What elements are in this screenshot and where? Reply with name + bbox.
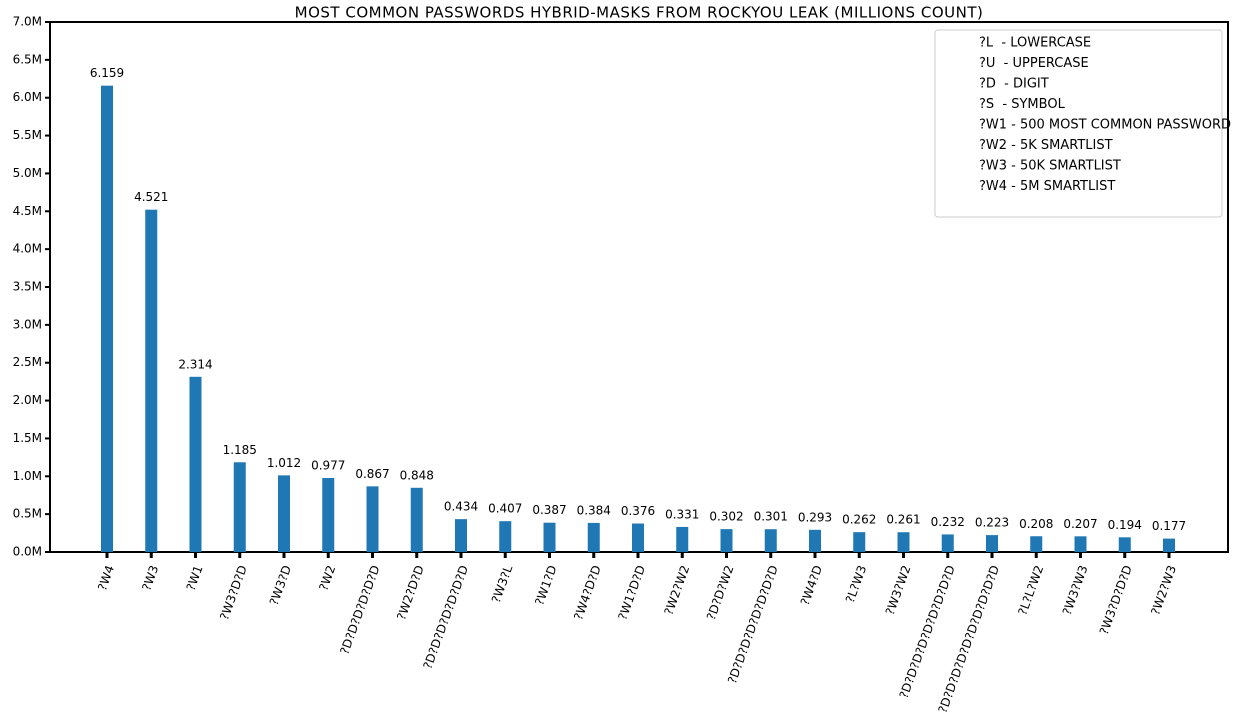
y-tick-label: 3.5M <box>13 280 42 294</box>
value-label: 6.159 <box>90 66 124 80</box>
legend-text: ?U - UPPERCASE <box>979 56 1089 71</box>
value-label: 0.194 <box>1108 518 1142 532</box>
y-tick-label: 7.0M <box>13 15 42 29</box>
bar <box>499 521 512 552</box>
value-label: 0.407 <box>488 502 522 516</box>
y-tick-label: 6.5M <box>13 52 42 66</box>
value-label: 4.521 <box>134 190 168 204</box>
value-label: 0.867 <box>355 467 389 481</box>
value-label: 0.977 <box>311 459 345 473</box>
x-tick-label: ?D?D?D?D?D?D?D?D <box>725 563 781 685</box>
bar <box>455 519 467 552</box>
value-label: 0.177 <box>1152 519 1186 533</box>
bar <box>410 487 423 552</box>
x-tick-label: ?D?D?W2 <box>704 563 737 621</box>
x-tick-label: ?L?W3 <box>843 563 869 604</box>
value-label: 1.012 <box>267 456 301 470</box>
x-tick-label: ?W3?W2 <box>883 563 914 616</box>
value-label: 0.376 <box>621 504 655 518</box>
legend-text: ?W1 - 500 MOST COMMON PASSWORD <box>979 118 1231 133</box>
x-tick-label: ?W3?D <box>267 563 294 607</box>
x-tick-label: ?W3?W3 <box>1060 563 1091 616</box>
x-tick-label: ?W2 <box>316 563 338 592</box>
x-tick-label: ?W4?D <box>798 563 825 607</box>
y-tick-label: 1.5M <box>13 431 42 445</box>
x-tick-label: ?W2?W2 <box>662 563 693 616</box>
value-label: 1.185 <box>223 443 257 457</box>
value-label: 0.207 <box>1063 517 1097 531</box>
value-label: 0.434 <box>444 500 478 514</box>
bar <box>1030 536 1043 552</box>
value-label: 0.302 <box>709 510 743 524</box>
value-label: 0.262 <box>842 513 876 527</box>
bar <box>101 85 113 552</box>
y-tick-label: 2.0M <box>13 393 42 407</box>
y-tick-label: 5.5M <box>13 128 42 142</box>
bar <box>764 529 777 552</box>
x-tick-label: ?W1 <box>184 563 206 592</box>
bar <box>322 478 335 552</box>
x-tick-label: ?W1?D?D <box>615 563 648 621</box>
bar <box>941 534 954 552</box>
y-tick-label: 4.5M <box>13 204 42 218</box>
bar <box>366 486 379 552</box>
legend-text: ?S - SYMBOL <box>979 97 1066 112</box>
bar <box>897 532 910 552</box>
bar <box>809 529 821 552</box>
x-tick-label: ?W4?D?D <box>571 563 604 621</box>
x-tick-label: ?D?D?D?D?D?D <box>337 563 382 656</box>
x-tick-label: ?W3?D?D <box>217 563 250 621</box>
y-tick-label: 2.5M <box>13 355 42 369</box>
legend-box <box>934 29 1223 218</box>
y-tick-label: 0.0M <box>13 545 42 559</box>
y-tick-label: 3.0M <box>13 317 42 331</box>
bar <box>986 535 998 552</box>
value-label: 2.314 <box>178 357 212 371</box>
x-tick-label: ?W2?W3 <box>1148 563 1179 616</box>
bar <box>1118 537 1131 552</box>
legend-text: ?W2 - 5K SMARTLIST <box>979 138 1113 153</box>
x-tick-label: ?W1?D <box>532 563 559 607</box>
legend-text: ?D - DIGIT <box>979 77 1049 92</box>
value-label: 0.208 <box>1019 517 1053 531</box>
bar <box>189 376 202 552</box>
bar <box>676 526 689 552</box>
x-tick-label: ?D?D?D?D?D?D?D <box>421 563 472 670</box>
bar <box>145 209 158 552</box>
bar <box>1163 538 1175 552</box>
x-tick-label: ?W4 <box>95 563 117 592</box>
value-label: 0.848 <box>400 468 434 482</box>
value-label: 0.331 <box>665 507 699 521</box>
value-label: 0.232 <box>931 515 965 529</box>
y-tick-label: 6.0M <box>13 90 42 104</box>
x-tick-label: ?W2?D?D <box>394 563 427 621</box>
bar <box>853 532 866 552</box>
bar <box>1074 536 1087 552</box>
bar <box>587 522 600 552</box>
bar <box>543 522 556 552</box>
value-label: 0.384 <box>577 503 611 517</box>
chart-title: MOST COMMON PASSWORDS HYBRID-MASKS FROM … <box>295 4 984 22</box>
x-tick-label: ?L?L?W2 <box>1015 563 1046 617</box>
y-tick-label: 4.0M <box>13 242 42 256</box>
y-tick-label: 1.0M <box>13 469 42 483</box>
value-label: 0.223 <box>975 516 1009 530</box>
bar <box>278 475 290 552</box>
value-label: 0.301 <box>754 510 788 524</box>
value-label: 0.387 <box>532 503 566 517</box>
x-tick-label: ?W3?L <box>489 563 516 605</box>
value-label: 0.261 <box>886 513 920 527</box>
legend-text: ?W4 - 5M SMARTLIST <box>979 179 1115 194</box>
bar <box>720 529 733 552</box>
x-tick-label: ?W3?D?D?D <box>1097 563 1135 636</box>
x-tick-label: ?W3 <box>139 563 161 592</box>
bar <box>233 462 246 552</box>
y-tick-label: 0.5M <box>13 507 42 521</box>
legend-text: ?W3 - 50K SMARTLIST <box>979 159 1121 174</box>
legend-text: ?L - LOWERCASE <box>979 36 1091 51</box>
y-tick-label: 5.0M <box>13 166 42 180</box>
value-label: 0.293 <box>798 510 832 524</box>
bar <box>632 523 644 552</box>
